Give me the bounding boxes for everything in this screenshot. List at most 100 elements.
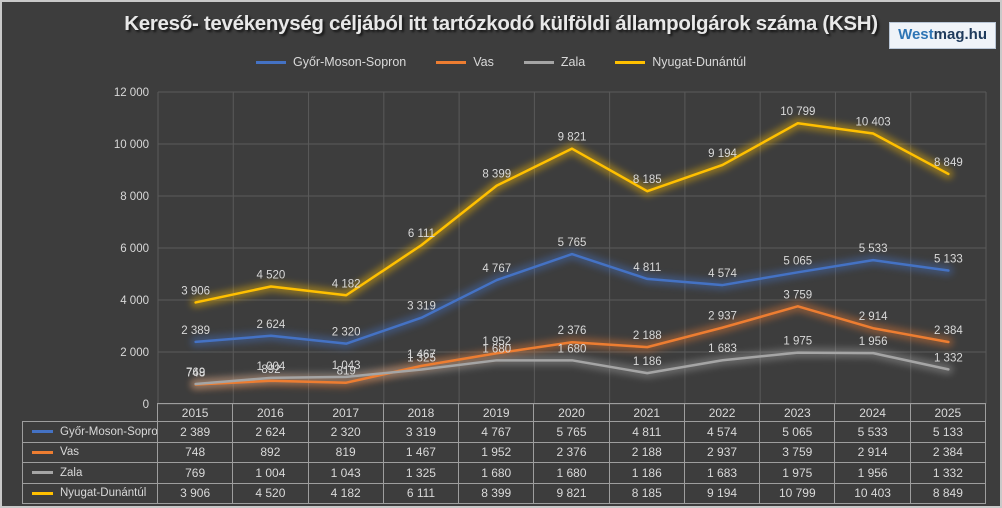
data-label-Zala: 1 043 <box>332 360 361 372</box>
year-header-cell: 2016 <box>233 403 309 422</box>
legend-label: Nyugat-Dunántúl <box>652 55 746 69</box>
data-label-Győr-Moson-Sopron: 5 133 <box>934 254 963 266</box>
data-label-Nyugat-Dunántúl: 8 185 <box>633 174 662 186</box>
year-header-cell: 2015 <box>158 403 234 422</box>
data-label-Zala: 1 680 <box>482 343 511 355</box>
series-line-Győr-Moson-Sopron <box>194 252 950 345</box>
y-axis-tick-label: 12 000 <box>114 87 149 99</box>
value-cell: 3 759 <box>760 442 836 463</box>
value-cell: 2 624 <box>233 422 309 443</box>
year-header-cell: 2020 <box>534 403 610 422</box>
legend-swatch-icon <box>615 60 646 64</box>
value-cell: 2 389 <box>158 422 234 443</box>
year-header-cell: 2019 <box>459 403 535 422</box>
row-label-text: Nyugat-Dunántúl <box>60 487 147 500</box>
value-cell: 5 065 <box>760 422 836 443</box>
data-label-Vas: 892 <box>261 364 280 376</box>
data-label-Vas: 2 188 <box>633 330 662 342</box>
data-label-Zala: 1 004 <box>257 361 286 373</box>
data-label-Győr-Moson-Sopron: 4 811 <box>633 262 661 274</box>
data-label-Vas: 2 376 <box>558 325 587 337</box>
legend-label: Vas <box>473 55 494 69</box>
series-line-Zala <box>194 351 950 386</box>
value-cell: 1 004 <box>233 463 309 484</box>
data-label-Győr-Moson-Sopron: 2 389 <box>181 325 210 337</box>
value-cell: 748 <box>158 442 234 463</box>
value-cell: 10 799 <box>760 483 836 504</box>
chart-legend: Győr-Moson-Sopron Vas Zala Nyugat-Dunántúl <box>0 55 1002 69</box>
value-cell: 2 914 <box>835 442 911 463</box>
logo-text-mag: mag.hu <box>933 26 987 43</box>
legend-label: Zala <box>560 55 586 69</box>
y-axis-tick-label: 10 000 <box>114 139 149 151</box>
value-cell: 2 937 <box>684 442 761 463</box>
year-header-cell: 2021 <box>609 403 685 422</box>
data-label-Vas: 1 952 <box>482 336 511 348</box>
value-cell: 1 467 <box>383 442 460 463</box>
year-header-cell: 2023 <box>760 403 836 422</box>
data-label-Győr-Moson-Sopron: 2 624 <box>257 319 286 331</box>
legend-item-Zala: Zala <box>523 55 586 69</box>
data-label-Győr-Moson-Sopron: 5 765 <box>558 237 587 249</box>
value-cell: 6 111 <box>383 483 460 504</box>
data-label-Zala: 1 332 <box>934 352 963 364</box>
y-axis-tick-label: 2 000 <box>120 347 149 359</box>
value-cell: 8 185 <box>609 483 685 504</box>
data-label-Zala: 769 <box>186 367 205 379</box>
logo-text-west: West <box>898 26 934 43</box>
legend-item-Vas: Vas <box>436 55 494 69</box>
y-axis-tick-label: 8 000 <box>120 191 149 203</box>
year-header-cell: 2022 <box>684 403 761 422</box>
data-label-Nyugat-Dunántúl: 10 799 <box>780 106 815 118</box>
y-axis-tick-label: 0 <box>143 399 149 411</box>
legend-item-Nyugat-Dunántúl: Nyugat-Dunántúl <box>615 55 746 69</box>
value-cell: 9 194 <box>684 483 761 504</box>
value-cell: 1 332 <box>910 463 986 484</box>
value-cell: 5 765 <box>534 422 610 443</box>
value-cell: 10 403 <box>835 483 911 504</box>
chart-data-table: 2015 2016 2017 2018 2019 2020 2021 2022 2023 2024… <box>22 403 986 504</box>
data-label-Zala: 1 975 <box>783 336 812 348</box>
value-cell: 2 376 <box>534 442 610 463</box>
row-swatch-icon <box>32 450 53 454</box>
value-cell: 9 821 <box>534 483 610 504</box>
series-line-Vas <box>194 305 950 386</box>
legend-swatch-icon <box>255 60 286 64</box>
data-label-Vas: 2 384 <box>934 325 963 337</box>
table-corner-cell <box>22 403 158 422</box>
value-cell: 1 680 <box>534 463 610 484</box>
data-label-Nyugat-Dunántúl: 9 194 <box>708 148 737 160</box>
data-label-Vas: 2 914 <box>859 311 888 323</box>
value-cell: 5 533 <box>835 422 911 443</box>
value-cell: 3 906 <box>158 483 234 504</box>
row-label-text: Vas <box>60 446 79 459</box>
data-label-Zala: 1 680 <box>558 343 587 355</box>
chart-title: Kereső- tevékenység céljából itt tartózk… <box>124 12 878 35</box>
data-label-Vas: 819 <box>337 366 356 378</box>
data-label-Zala: 1 683 <box>708 343 737 355</box>
value-cell: 4 767 <box>459 422 535 443</box>
series-line-Nyugat-Dunántúl <box>194 121 950 304</box>
value-cell: 2 188 <box>609 442 685 463</box>
value-cell: 1 186 <box>609 463 685 484</box>
y-axis-tick-label: 6 000 <box>120 243 149 255</box>
value-cell: 4 811 <box>609 422 685 443</box>
data-label-Vas: 748 <box>186 368 205 380</box>
value-cell: 2 320 <box>308 422 384 443</box>
value-cell: 1 683 <box>684 463 761 484</box>
data-label-Nyugat-Dunántúl: 8 399 <box>482 169 511 181</box>
value-cell: 1 956 <box>835 463 911 484</box>
row-label-text: Győr-Moson-Sopron <box>60 425 158 438</box>
legend-swatch-icon <box>523 60 554 64</box>
data-label-Zala: 1 186 <box>633 356 662 368</box>
year-header-cell: 2018 <box>383 403 460 422</box>
value-cell: 892 <box>233 442 309 463</box>
data-label-Győr-Moson-Sopron: 2 320 <box>332 327 361 339</box>
legend-swatch-icon <box>436 60 467 64</box>
table-row-label-Győr-Moson-Sopron: Győr-Moson-Sopron <box>22 422 158 443</box>
table-row-label-Nyugat-Dunántúl: Nyugat-Dunántúl <box>22 483 158 504</box>
year-header-cell: 2025 <box>910 403 986 422</box>
value-cell: 1 952 <box>459 442 535 463</box>
